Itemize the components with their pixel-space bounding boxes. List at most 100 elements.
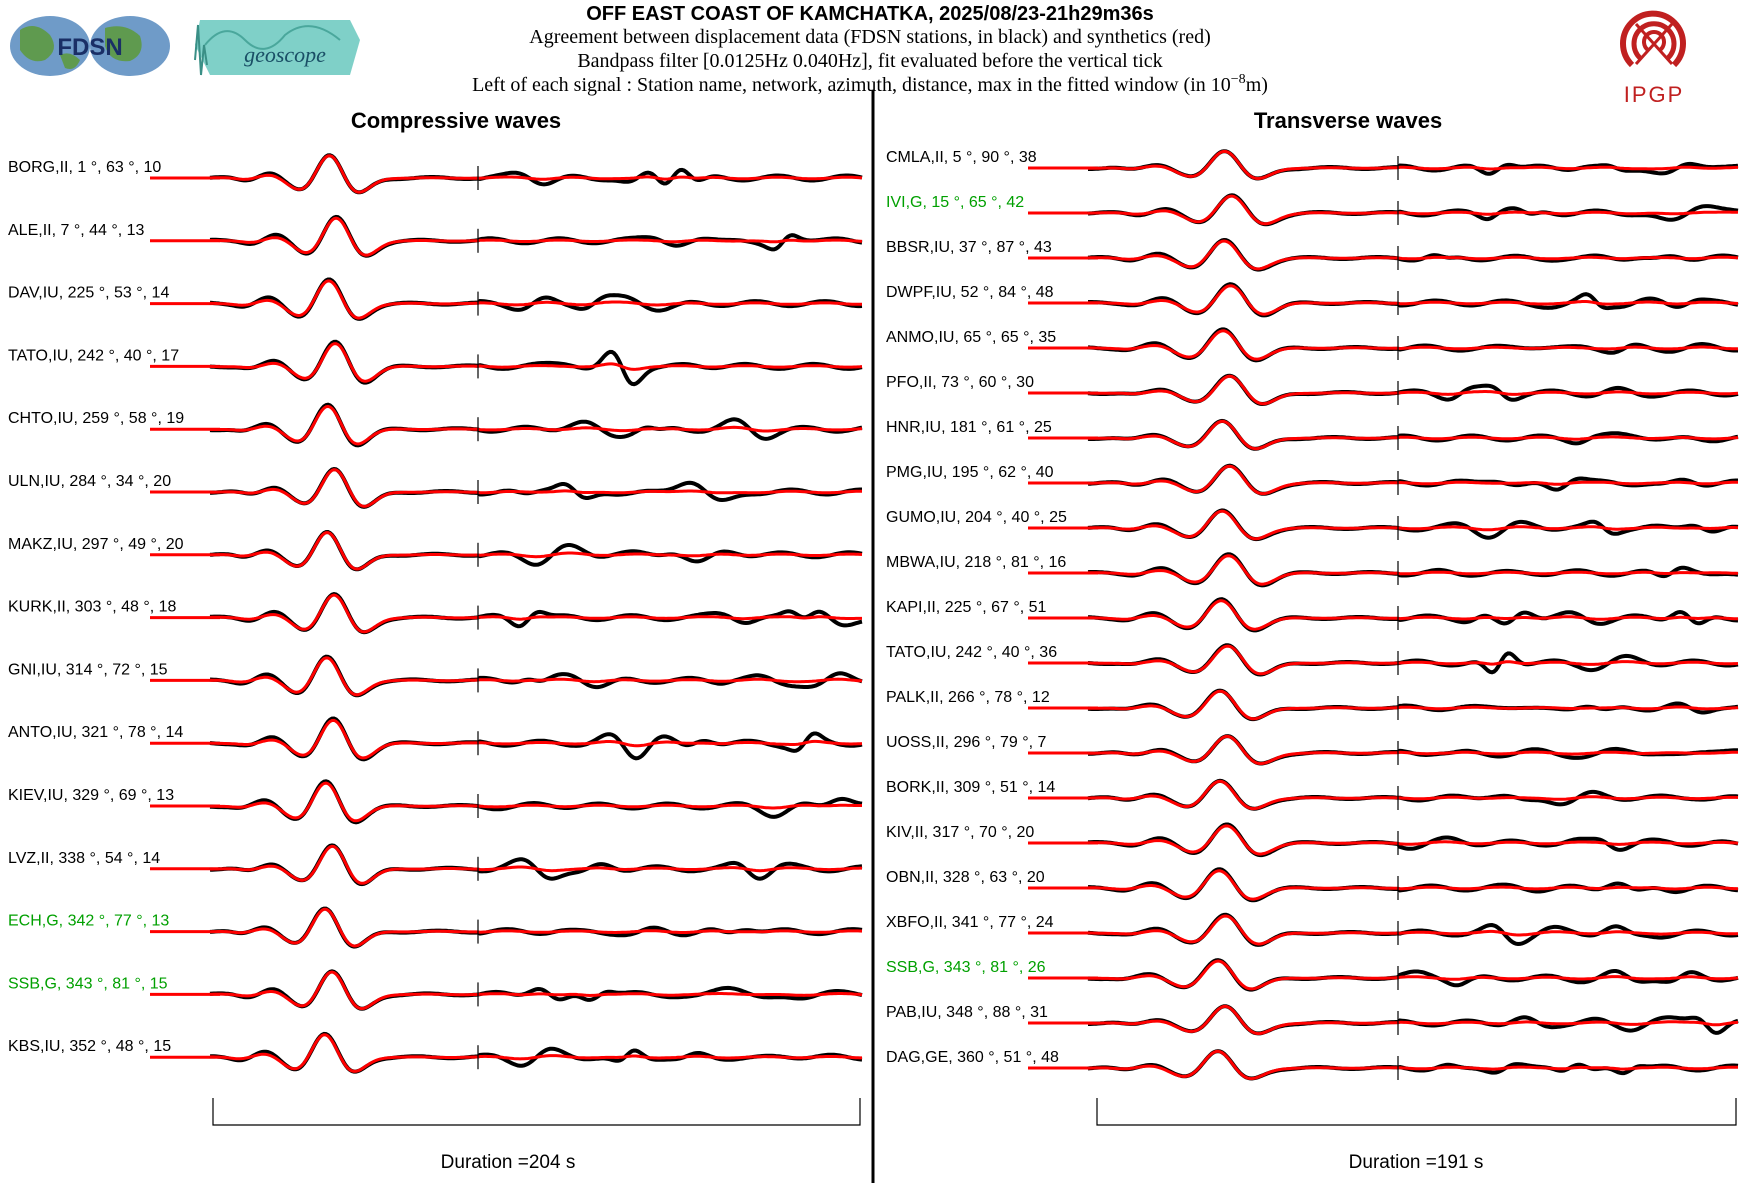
station-label: MBWA,IU, 218 °, 81 °, 16: [886, 554, 1066, 571]
station-label: PAB,IU, 348 °, 88 °, 31: [886, 1004, 1048, 1021]
line3-prefix: Left of each signal : Station name, netw…: [472, 74, 1231, 96]
data-trace: [1088, 282, 1739, 318]
data-trace: [209, 779, 863, 825]
geoscope-logo-text: geoscope: [244, 42, 326, 67]
figure-subtitle-line2: Bandpass filter [0.0125Hz 0.040Hz], fit …: [577, 50, 1162, 72]
station-label: DAG,GE, 360 °, 51 °, 48: [886, 1049, 1059, 1066]
trace-row: KURK,II, 303 °, 48 °, 18: [8, 592, 863, 635]
synthetic-trace: [1087, 509, 1739, 541]
data-trace: [1087, 1049, 1739, 1081]
synthetic-trace: [1087, 689, 1739, 721]
synthetic-trace: [1088, 419, 1739, 451]
station-label: KIV,II, 317 °, 70 °, 20: [886, 824, 1034, 841]
trace-row: DAV,IU, 225 °, 53 °, 14: [8, 277, 863, 321]
synthetic-trace: [210, 216, 863, 257]
compressive-duration-label: Duration =204 s: [441, 1152, 576, 1173]
line3-suffix: m): [1246, 74, 1268, 96]
station-label: PALK,II, 266 °, 78 °, 12: [886, 689, 1050, 706]
trace-row: KIEV,IU, 329 °, 69 °, 13: [8, 779, 863, 825]
station-label: KBS,IU, 352 °, 48 °, 15: [8, 1038, 171, 1055]
station-label: MAKZ,IU, 297 °, 49 °, 20: [8, 536, 184, 553]
fdsn-logo-text: FDSN: [57, 34, 122, 61]
synthetic-trace: [1087, 239, 1739, 271]
synthetic-trace: [210, 279, 862, 320]
trace-row: ANTO,IU, 321 °, 78 °, 14: [8, 716, 863, 762]
line3-exponent: −8: [1231, 72, 1246, 87]
synthetic-trace: [209, 468, 862, 508]
synthetic-trace: [210, 844, 862, 885]
synthetic-trace: [1088, 149, 1738, 181]
compressive-waves-panel: BORG,II, 1 °, 63 °, 10 ALE,II, 7 °, 44 °,…: [8, 153, 863, 1074]
trace-row: ECH,G, 342 °, 77 °, 13: [8, 906, 863, 949]
synthetic-trace: [1087, 779, 1739, 811]
station-label: KIEV,IU, 329 °, 69 °, 13: [8, 787, 174, 804]
station-label: ANMO,IU, 65 °, 65 °, 35: [886, 329, 1056, 346]
synthetic-trace: [1088, 464, 1738, 496]
station-label: BBSR,IU, 37 °, 87 °, 43: [886, 239, 1052, 256]
station-label: PFO,II, 73 °, 60 °, 30: [886, 374, 1034, 391]
geoscope-logo: geoscope: [194, 20, 360, 76]
trace-row: SSB,G, 343 °, 81 °, 15: [8, 969, 863, 1011]
ipgp-logo-text: IPGP: [1624, 82, 1685, 107]
synthetic-trace: [1088, 734, 1738, 766]
trace-row: DWPF,IU, 52 °, 84 °, 48: [886, 282, 1739, 318]
data-trace: [209, 1031, 863, 1074]
station-label: BORG,II, 1 °, 63 °, 10: [8, 159, 161, 176]
station-label: CMLA,II, 5 °, 90 °, 38: [886, 149, 1037, 166]
compressive-duration-bracket: Duration =204 s: [212, 1098, 861, 1173]
transverse-duration-label: Duration =191 s: [1349, 1152, 1484, 1173]
station-label: DWPF,IU, 52 °, 84 °, 48: [886, 284, 1054, 301]
synthetic-trace: [210, 970, 863, 1011]
transverse-duration-bracket: Duration =191 s: [1096, 1098, 1737, 1173]
trace-row: MBWA,IU, 218 °, 81 °, 16: [886, 552, 1739, 588]
station-label: GUMO,IU, 204 °, 40 °, 25: [886, 509, 1067, 526]
station-label: IVI,G, 15 °, 65 °, 42: [886, 194, 1024, 211]
data-trace: [1087, 193, 1739, 227]
station-label: TATO,IU, 242 °, 40 °, 36: [886, 644, 1057, 661]
station-label: CHTO,IU, 259 °, 58 °, 19: [8, 410, 184, 427]
station-label: KURK,II, 303 °, 48 °, 18: [8, 599, 177, 616]
station-label: TATO,IU, 242 °, 40 °, 17: [8, 347, 179, 364]
figure-title: OFF EAST COAST OF KAMCHATKA, 2025/08/23-…: [586, 3, 1154, 25]
data-trace: [1087, 508, 1739, 542]
fdsn-logo: FDSN: [10, 16, 170, 76]
figure-subtitle-line3: Left of each signal : Station name, netw…: [472, 72, 1268, 96]
trace-row: ANMO,IU, 65 °, 65 °, 35: [886, 327, 1739, 363]
synthetic-trace: [209, 593, 862, 634]
data-trace: [209, 592, 863, 635]
trace-row: PALK,II, 266 °, 78 °, 12: [886, 688, 1739, 722]
data-trace: [1087, 778, 1739, 811]
trace-row: IVI,G, 15 °, 65 °, 42: [886, 193, 1739, 227]
station-label: LVZ,II, 338 °, 54 °, 14: [8, 850, 160, 867]
station-label: ALE,II, 7 °, 44 °, 13: [8, 222, 145, 239]
trace-row: PFO,II, 73 °, 60 °, 30: [886, 373, 1739, 407]
data-trace: [1087, 688, 1739, 722]
station-label: DAV,IU, 225 °, 53 °, 14: [8, 285, 169, 302]
station-label: UOSS,II, 296 °, 79 °, 7: [886, 734, 1047, 751]
synthetic-trace: [1087, 914, 1739, 946]
station-label: KAPI,II, 225 °, 67 °, 51: [886, 599, 1047, 616]
synthetic-trace: [210, 404, 863, 446]
synthetic-trace: [1088, 644, 1739, 676]
data-trace: [209, 402, 863, 448]
trace-row: GNI,IU, 314 °, 72 °, 15: [8, 654, 863, 698]
synthetic-trace: [210, 154, 863, 194]
synthetic-trace: [209, 781, 862, 823]
synthetic-trace: [1088, 1049, 1738, 1081]
synthetic-trace: [209, 342, 863, 383]
station-label: HNR,IU, 181 °, 61 °, 25: [886, 419, 1052, 436]
synthetic-trace: [1087, 599, 1738, 631]
ipgp-logo: IPGP: [1620, 10, 1686, 107]
synthetic-trace: [210, 1033, 862, 1073]
trace-row: OBN,II, 328 °, 63 °, 20: [886, 867, 1739, 903]
transverse-panel-title: Transverse waves: [1254, 108, 1442, 133]
data-trace: [209, 214, 863, 258]
data-trace: [1087, 418, 1739, 451]
trace-row: KBS,IU, 352 °, 48 °, 15: [8, 1031, 863, 1074]
station-label: SSB,G, 343 °, 81 °, 15: [8, 975, 168, 992]
synthetic-trace: [1087, 194, 1739, 226]
synthetic-trace: [209, 718, 863, 760]
trace-row: ULN,IU, 284 °, 34 °, 20: [8, 466, 862, 509]
trace-row: CHTO,IU, 259 °, 58 °, 19: [8, 402, 863, 448]
